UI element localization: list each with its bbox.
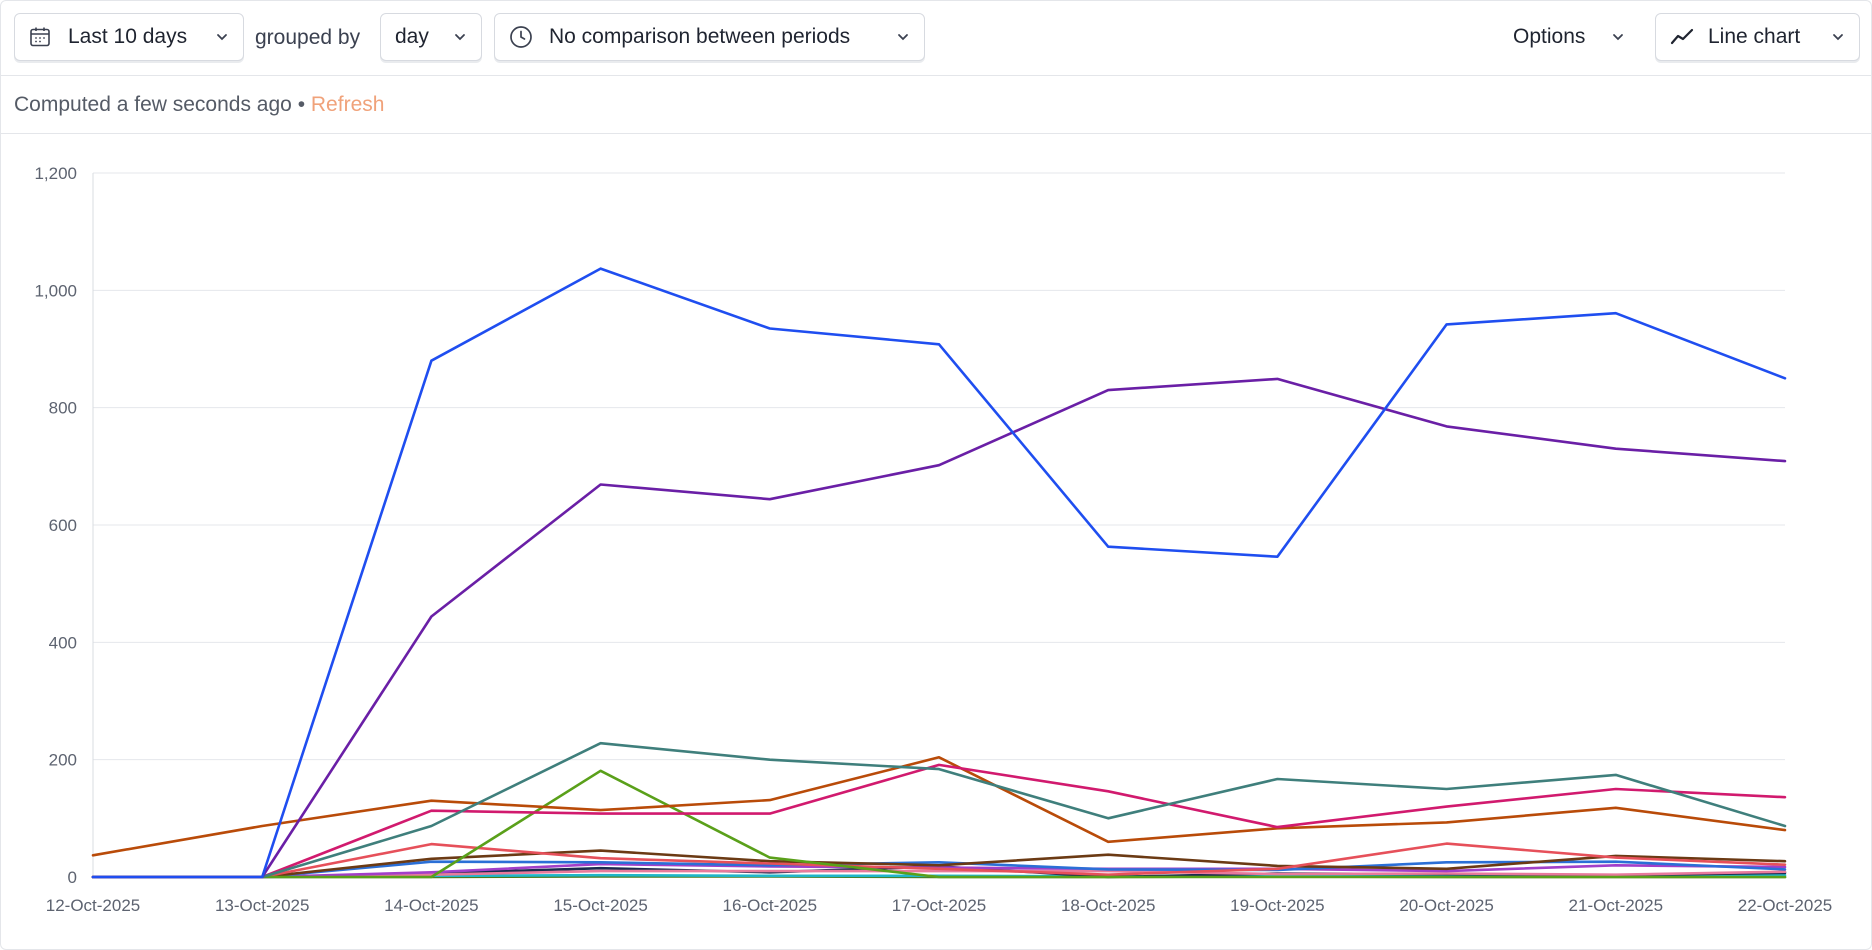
options-button[interactable]: Options [1498,13,1640,61]
x-tick-label: 13-Oct-2025 [215,896,310,915]
series-line-3 [91,741,1787,879]
series-line-11 [91,869,1787,879]
date-range-button[interactable]: Last 10 days [14,13,244,61]
chevron-down-icon [215,30,229,44]
interval-button[interactable]: day [380,13,482,61]
y-tick-label: 0 [68,868,77,887]
y-tick-label: 1,200 [34,164,77,183]
series-line-6 [91,769,1787,879]
series-line-9 [91,860,1787,879]
y-tick-label: 400 [49,633,77,652]
series-line-4 [91,763,1787,879]
chart-type-label: Line chart [1708,25,1801,48]
series-line-7 [91,842,1787,879]
y-tick-label: 200 [49,751,77,770]
x-tick-label: 19-Oct-2025 [1230,896,1325,915]
date-range-label: Last 10 days [68,25,188,48]
status-separator: • [297,93,306,116]
x-tick-label: 16-Oct-2025 [723,896,818,915]
options-label: Options [1513,25,1586,48]
interval-label: day [395,25,429,48]
chevron-down-icon [896,30,910,44]
x-tick-label: 14-Oct-2025 [384,896,479,915]
refresh-link[interactable]: Refresh [310,93,385,116]
y-tick-label: 800 [49,399,77,418]
series-line-8 [91,849,1787,879]
grouped-by-label: grouped by [255,26,361,49]
line-chart-icon [1670,26,1694,48]
computed-status-text: Computed a few seconds ago [14,93,292,116]
chevron-down-icon [1831,30,1845,44]
chart-type-button[interactable]: Line chart [1655,13,1860,61]
calendar-icon [29,26,51,48]
y-tick-label: 1,000 [34,281,77,300]
status-bar: Computed a few seconds ago • Refresh [1,76,1871,134]
y-tick-label: 600 [49,516,77,535]
x-tick-label: 12-Oct-2025 [46,896,141,915]
chevron-down-icon [1611,30,1625,44]
line-chart: 0 200 400 600 800 1,000 1,200 12-Oct-2025 13-Oct… [34,164,1833,915]
chevron-down-icon [453,30,467,44]
x-tick-label: 21-Oct-2025 [1569,896,1664,915]
series-line-5 [91,755,1787,857]
series-line-2 [91,377,1787,879]
comparison-label: No comparison between periods [549,25,851,48]
toolbar: Last 10 days grouped by day No compariso… [1,1,1871,76]
x-tick-label: 17-Oct-2025 [892,896,987,915]
clock-icon [509,25,533,49]
x-tick-label: 22-Oct-2025 [1738,896,1833,915]
series-line-1 [91,267,1787,879]
x-tick-label: 20-Oct-2025 [1399,896,1494,915]
x-tick-label: 15-Oct-2025 [553,896,648,915]
x-tick-label: 18-Oct-2025 [1061,896,1156,915]
comparison-button[interactable]: No comparison between periods [494,13,925,61]
